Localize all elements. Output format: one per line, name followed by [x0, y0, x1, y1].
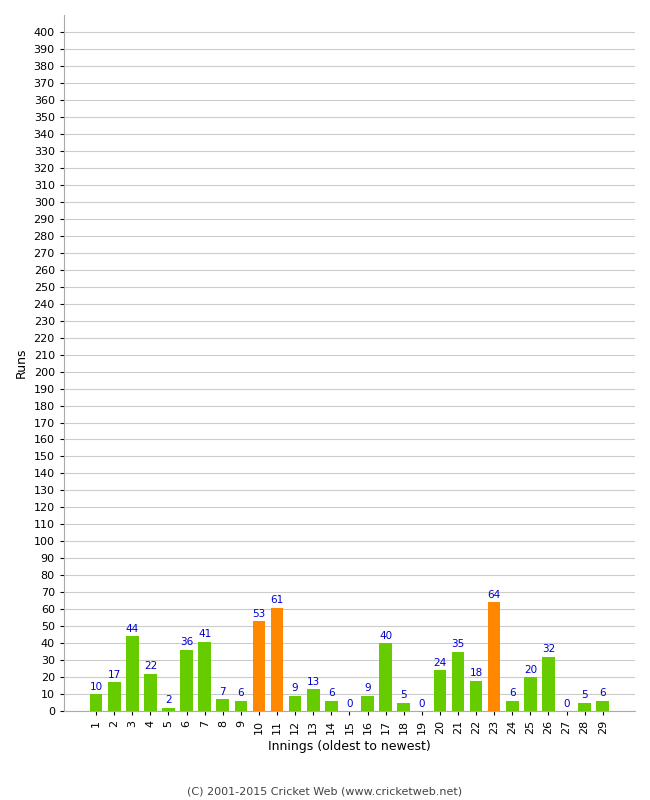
- Text: 6: 6: [599, 689, 606, 698]
- Bar: [506, 701, 519, 711]
- Text: 7: 7: [220, 686, 226, 697]
- Bar: [289, 696, 302, 711]
- Bar: [270, 607, 283, 711]
- Text: 44: 44: [125, 624, 139, 634]
- Bar: [596, 701, 609, 711]
- Bar: [235, 701, 247, 711]
- Text: 5: 5: [400, 690, 407, 700]
- Y-axis label: Runs: Runs: [15, 348, 28, 378]
- Text: 6: 6: [509, 689, 515, 698]
- Text: 64: 64: [488, 590, 500, 600]
- Text: (C) 2001-2015 Cricket Web (www.cricketweb.net): (C) 2001-2015 Cricket Web (www.cricketwe…: [187, 786, 463, 796]
- Bar: [379, 643, 392, 711]
- Bar: [325, 701, 337, 711]
- Text: 0: 0: [346, 698, 353, 709]
- Bar: [470, 681, 482, 711]
- Text: 40: 40: [379, 630, 392, 641]
- Text: 18: 18: [469, 668, 483, 678]
- Bar: [144, 674, 157, 711]
- Bar: [180, 650, 193, 711]
- Text: 35: 35: [451, 639, 465, 649]
- Text: 6: 6: [328, 689, 335, 698]
- Bar: [307, 689, 320, 711]
- Bar: [253, 621, 265, 711]
- Text: 24: 24: [434, 658, 447, 668]
- Bar: [397, 702, 410, 711]
- Bar: [434, 670, 446, 711]
- Bar: [542, 657, 554, 711]
- Text: 2: 2: [165, 695, 172, 706]
- Bar: [488, 602, 500, 711]
- Text: 17: 17: [108, 670, 121, 680]
- Bar: [452, 652, 464, 711]
- Bar: [162, 708, 175, 711]
- Text: 10: 10: [90, 682, 103, 692]
- Text: 9: 9: [292, 683, 298, 694]
- X-axis label: Innings (oldest to newest): Innings (oldest to newest): [268, 740, 431, 753]
- Bar: [361, 696, 374, 711]
- Bar: [126, 637, 138, 711]
- Text: 5: 5: [581, 690, 588, 700]
- Bar: [578, 702, 591, 711]
- Text: 20: 20: [524, 665, 537, 674]
- Text: 22: 22: [144, 662, 157, 671]
- Bar: [108, 682, 120, 711]
- Text: 9: 9: [364, 683, 370, 694]
- Text: 36: 36: [180, 638, 193, 647]
- Text: 6: 6: [237, 689, 244, 698]
- Bar: [524, 678, 537, 711]
- Text: 41: 41: [198, 629, 211, 639]
- Text: 0: 0: [564, 698, 570, 709]
- Text: 13: 13: [307, 677, 320, 686]
- Bar: [216, 699, 229, 711]
- Text: 53: 53: [252, 609, 266, 618]
- Bar: [198, 642, 211, 711]
- Bar: [90, 694, 103, 711]
- Text: 0: 0: [419, 698, 425, 709]
- Text: 61: 61: [270, 595, 283, 605]
- Text: 32: 32: [542, 644, 555, 654]
